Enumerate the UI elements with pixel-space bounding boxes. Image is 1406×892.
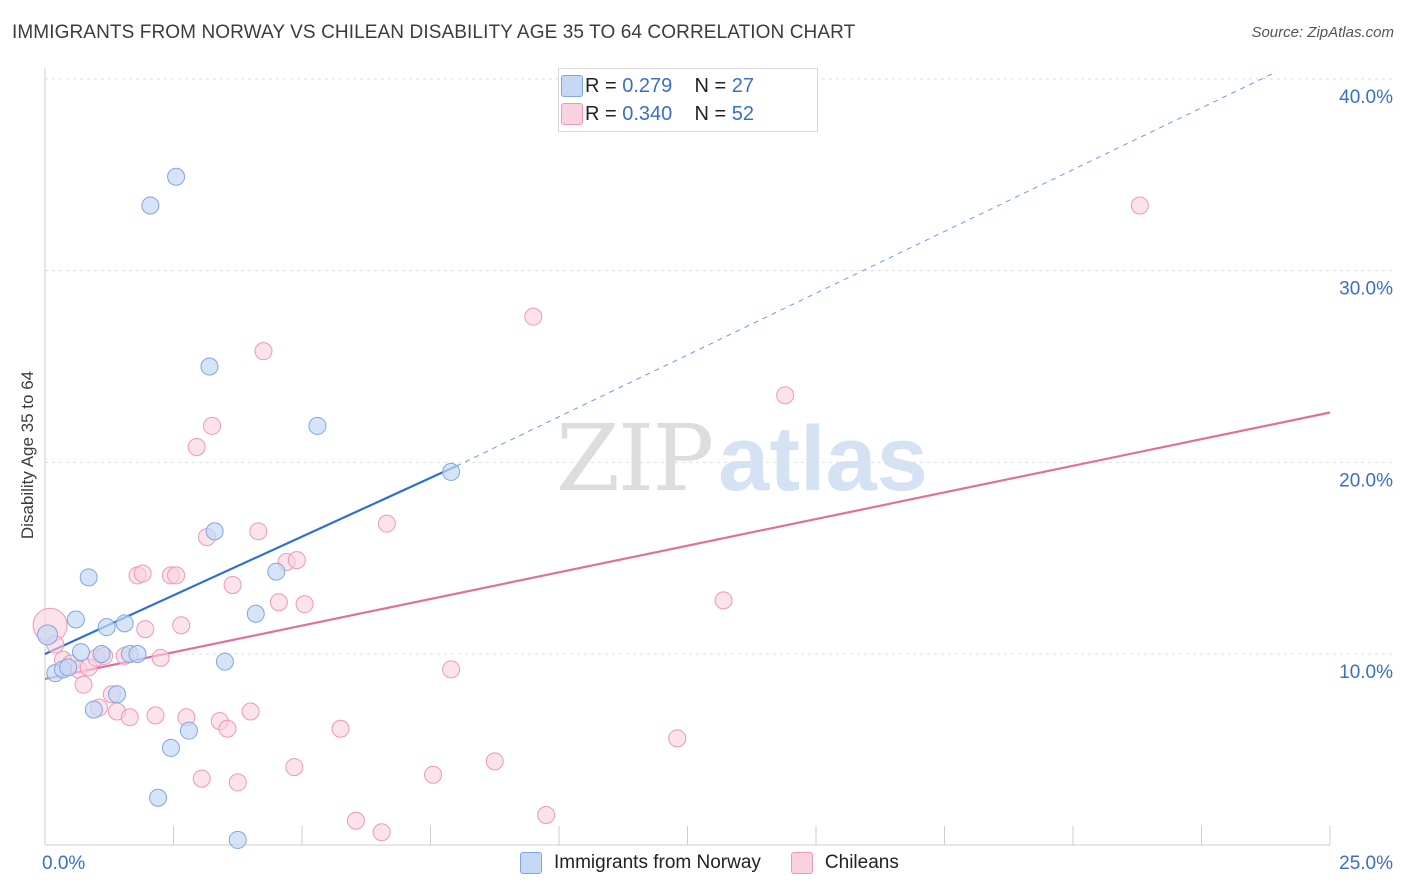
legend-n-value: 27 — [731, 74, 755, 97]
point-norway — [228, 830, 247, 849]
legend-n-label: N = — [694, 102, 727, 125]
point-norway — [79, 568, 98, 587]
tick-labels: 10.0% 20.0% 30.0% 40.0% 0.0% 25.0% — [42, 87, 1393, 874]
legend-swatch-norway — [561, 75, 583, 97]
trend-line-chileans — [44, 411, 1331, 680]
point-chileans — [146, 706, 165, 725]
point-norway — [267, 562, 286, 581]
point-norway — [149, 788, 168, 807]
point-norway — [205, 522, 224, 541]
axes — [44, 68, 1331, 846]
point-chileans — [172, 616, 191, 635]
point-norway — [115, 614, 134, 633]
point-norway — [246, 604, 265, 623]
data-points — [32, 167, 1149, 849]
point-chileans — [776, 386, 795, 405]
point-norway — [71, 643, 90, 662]
point-chileans — [120, 708, 139, 727]
point-norway — [66, 610, 85, 629]
point-chileans — [285, 758, 304, 777]
point-chileans — [74, 675, 93, 694]
legend-row-norway: R = 0.279 N = 27 — [561, 73, 755, 99]
series-legend-chileans: Chileans — [790, 852, 899, 874]
point-norway — [84, 700, 103, 719]
point-norway — [200, 357, 219, 376]
point-chileans — [295, 595, 314, 614]
legend-r-value: 0.279 — [622, 74, 673, 97]
point-chileans — [249, 522, 268, 541]
series-swatch-norway — [520, 852, 542, 874]
point-chileans — [372, 823, 391, 842]
x-tick-label: 0.0% — [42, 853, 85, 874]
series-swatch-chileans — [790, 852, 813, 874]
series-name-norway: Immigrants from Norway — [554, 852, 761, 873]
point-norway — [37, 624, 59, 646]
grid-lines — [45, 78, 1395, 655]
point-norway — [167, 167, 186, 186]
series-name-chileans: Chileans — [824, 852, 899, 873]
y-tick-label: 20.0% — [1339, 470, 1393, 491]
legend-n-value: 52 — [731, 102, 755, 125]
source-label: Source: ZipAtlas.com — [1251, 24, 1394, 41]
point-chileans — [1130, 196, 1149, 215]
point-chileans — [346, 811, 365, 830]
point-chileans — [241, 702, 260, 721]
point-norway — [59, 658, 78, 677]
legend: R = 0.279 N = 27 R = 0.340 N = 52 — [558, 68, 818, 132]
y-tick-label: 40.0% — [1339, 87, 1393, 108]
point-chileans — [151, 648, 170, 667]
point-chileans — [485, 752, 504, 771]
trend-line-norway-extension — [455, 72, 1274, 467]
point-norway — [141, 196, 160, 215]
legend-swatch-chileans — [561, 103, 583, 125]
point-chileans — [218, 719, 237, 738]
point-chileans — [136, 620, 155, 639]
y-tick-label: 30.0% — [1339, 279, 1393, 300]
point-norway — [179, 721, 198, 740]
legend-r-value: 0.340 — [622, 102, 673, 125]
point-norway — [128, 645, 147, 663]
point-chileans — [228, 773, 247, 792]
point-norway — [442, 462, 461, 481]
point-chileans — [524, 307, 543, 326]
point-norway — [97, 618, 116, 637]
legend-r-label: R = — [585, 74, 617, 97]
point-chileans — [424, 765, 443, 784]
point-chileans — [167, 566, 186, 585]
point-norway — [92, 645, 111, 663]
point-chileans — [537, 806, 556, 824]
series-legend: Immigrants from Norway Chileans — [520, 852, 929, 874]
point-chileans — [203, 416, 222, 435]
point-chileans — [442, 660, 461, 679]
point-chileans — [714, 591, 733, 610]
point-chileans — [192, 769, 211, 788]
point-norway — [215, 652, 234, 671]
point-chileans — [254, 342, 273, 361]
point-chileans — [269, 593, 288, 612]
legend-r-label: R = — [585, 102, 617, 125]
point-chileans — [668, 729, 687, 748]
y-tick-label: 10.0% — [1339, 662, 1393, 683]
point-norway — [161, 738, 180, 757]
legend-row-chileans: R = 0.340 N = 52 — [561, 101, 755, 127]
point-norway — [308, 416, 327, 435]
point-chileans — [187, 438, 206, 456]
point-chileans — [133, 564, 152, 583]
legend-n-label: N = — [694, 74, 727, 97]
point-chileans — [287, 551, 306, 570]
chart-title: IMMIGRANTS FROM NORWAY VS CHILEAN DISABI… — [12, 22, 856, 43]
point-norway — [107, 685, 126, 704]
point-chileans — [377, 514, 396, 533]
point-chileans — [331, 719, 350, 738]
x-tick-label: 25.0% — [1339, 853, 1393, 874]
point-chileans — [223, 576, 242, 594]
series-legend-norway: Immigrants from Norway — [520, 852, 761, 874]
